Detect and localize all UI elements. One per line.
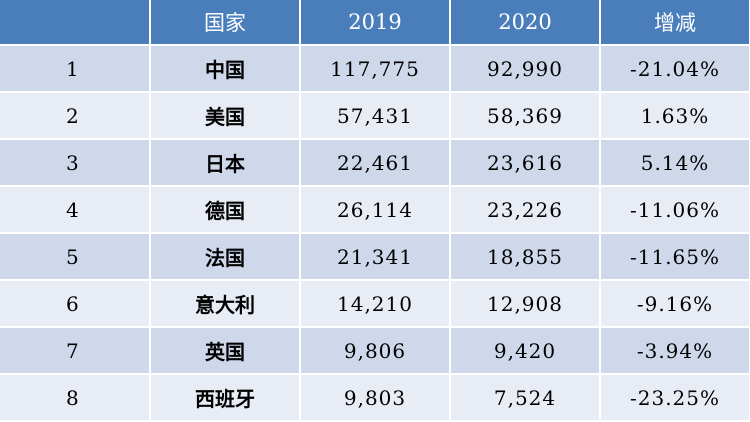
value-2019-cell: 14,210 [300, 280, 451, 328]
table-row: 4 德国 26,114 23,226 -11.06% [0, 186, 750, 234]
table-row: 6 意大利 14,210 12,908 -9.16% [0, 280, 750, 328]
header-2019: 2019 [300, 0, 451, 46]
value-2019-cell: 22,461 [300, 139, 451, 187]
value-2020-cell: 23,226 [450, 186, 601, 234]
country-cell: 英国 [150, 327, 301, 375]
rank-cell: 6 [0, 280, 151, 328]
change-cell: -9.16% [600, 280, 750, 328]
value-2019-cell: 9,803 [300, 374, 451, 422]
country-cell: 美国 [150, 92, 301, 140]
header-change: 增减 [600, 0, 750, 46]
value-2019-cell: 57,431 [300, 92, 451, 140]
value-2020-cell: 9,420 [450, 327, 601, 375]
country-cell: 西班牙 [150, 374, 301, 422]
rank-cell: 4 [0, 186, 151, 234]
rank-cell: 3 [0, 139, 151, 187]
value-2019-cell: 21,341 [300, 233, 451, 281]
table-row: 2 美国 57,431 58,369 1.63% [0, 92, 750, 140]
change-cell: -21.04% [600, 45, 750, 93]
rank-cell: 2 [0, 92, 151, 140]
table-row: 8 西班牙 9,803 7,524 -23.25% [0, 374, 750, 422]
rank-cell: 5 [0, 233, 151, 281]
value-2020-cell: 58,369 [450, 92, 601, 140]
value-2019-cell: 117,775 [300, 45, 451, 93]
country-cell: 日本 [150, 139, 301, 187]
country-cell: 法国 [150, 233, 301, 281]
rank-cell: 1 [0, 45, 151, 93]
change-cell: -11.65% [600, 233, 750, 281]
change-cell: 5.14% [600, 139, 750, 187]
header-rank [0, 0, 151, 46]
table-row: 1 中国 117,775 92,990 -21.04% [0, 45, 750, 93]
change-cell: -11.06% [600, 186, 750, 234]
table-row: 3 日本 22,461 23,616 5.14% [0, 139, 750, 187]
header-2020: 2020 [450, 0, 601, 46]
value-2020-cell: 12,908 [450, 280, 601, 328]
country-cell: 中国 [150, 45, 301, 93]
table-header-row: 国家 2019 2020 增减 [0, 0, 750, 46]
value-2019-cell: 9,806 [300, 327, 451, 375]
value-2020-cell: 7,524 [450, 374, 601, 422]
change-cell: -3.94% [600, 327, 750, 375]
table-row: 5 法国 21,341 18,855 -11.65% [0, 233, 750, 281]
table-row: 7 英国 9,806 9,420 -3.94% [0, 327, 750, 375]
value-2020-cell: 92,990 [450, 45, 601, 93]
country-cell: 德国 [150, 186, 301, 234]
rank-cell: 8 [0, 374, 151, 422]
value-2020-cell: 18,855 [450, 233, 601, 281]
value-2019-cell: 26,114 [300, 186, 451, 234]
country-cell: 意大利 [150, 280, 301, 328]
rank-cell: 7 [0, 327, 151, 375]
change-cell: -23.25% [600, 374, 750, 422]
header-country: 国家 [150, 0, 301, 46]
change-cell: 1.63% [600, 92, 750, 140]
value-2020-cell: 23,616 [450, 139, 601, 187]
